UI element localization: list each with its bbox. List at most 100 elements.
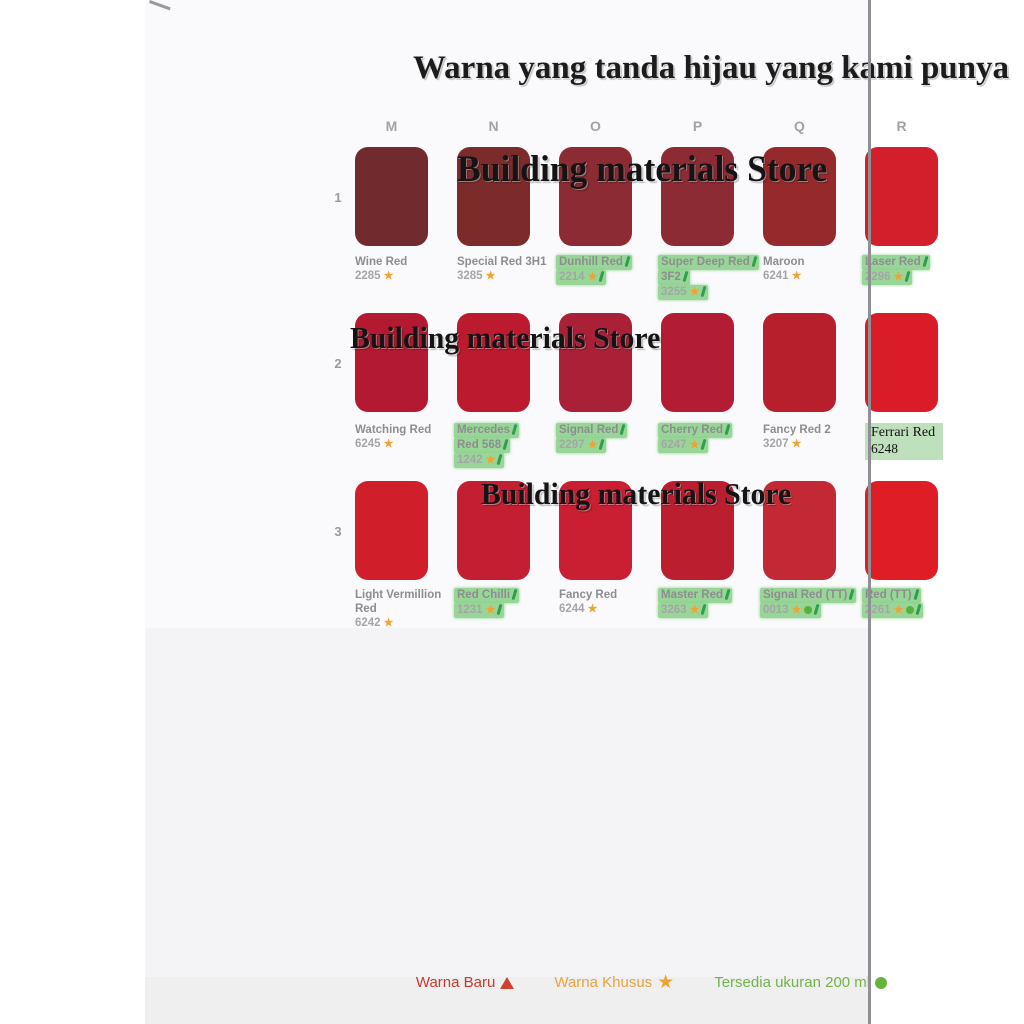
color-name: Red (TT) bbox=[862, 588, 963, 603]
color-code: 3207 ★ bbox=[763, 437, 861, 451]
watermark-text: Building materials Store bbox=[481, 476, 792, 511]
color-name-text: Laser Red bbox=[862, 255, 930, 270]
color-name-text: Wine Red bbox=[355, 256, 408, 268]
green-pen-mark-icon bbox=[511, 588, 518, 601]
swatch-label: Dunhill Red 2214 ★ bbox=[556, 255, 657, 285]
special-color-star-icon: ★ bbox=[893, 271, 904, 283]
swatch-label: Ferrari Red 6248 bbox=[865, 423, 963, 460]
color-code-text: 1231 ★ bbox=[454, 603, 505, 618]
color-code-text: 6242 ★ bbox=[355, 617, 394, 629]
color-code-text: 6247 ★ bbox=[658, 438, 709, 453]
color-code: 0013 ★ bbox=[760, 603, 861, 618]
swatch-label: Red (TT) 2261 ★ bbox=[862, 588, 963, 618]
color-code-text: 3263 ★ bbox=[658, 603, 709, 618]
color-name: Super Deep Red bbox=[658, 255, 759, 270]
color-swatch bbox=[865, 147, 938, 246]
color-swatch bbox=[355, 147, 428, 246]
color-name: Red 568 bbox=[454, 438, 555, 453]
color-swatch bbox=[763, 313, 836, 412]
color-name-text: Master Red bbox=[658, 588, 732, 603]
column-header-m: M bbox=[385, 118, 398, 134]
color-code-text: 3285 ★ bbox=[457, 270, 496, 282]
color-code: 2261 ★ bbox=[862, 603, 963, 618]
color-code: 6248 bbox=[871, 441, 898, 456]
color-swatch bbox=[457, 313, 530, 412]
color-name-text: 3F2 bbox=[658, 270, 690, 285]
color-code-text: 3207 ★ bbox=[763, 438, 802, 450]
green-pen-mark-icon bbox=[701, 285, 707, 298]
color-swatch bbox=[355, 313, 428, 412]
special-color-star-icon: ★ bbox=[689, 439, 700, 451]
special-color-star-icon: ★ bbox=[587, 271, 598, 283]
swatch-label: Wine Red 2285 ★ bbox=[355, 255, 453, 283]
color-swatch bbox=[355, 481, 428, 580]
color-name: Signal Red (TT) bbox=[760, 588, 861, 603]
column-header-p: P bbox=[692, 118, 703, 134]
color-swatch bbox=[559, 313, 632, 412]
green-pen-mark-icon bbox=[599, 270, 605, 283]
green-pen-mark-icon bbox=[502, 438, 509, 451]
color-code-text: 2285 ★ bbox=[355, 270, 394, 282]
green-pen-mark-icon bbox=[511, 423, 518, 436]
page-edge-line bbox=[868, 0, 871, 1024]
green-pen-mark-icon bbox=[619, 423, 626, 436]
row-number-3: 3 bbox=[334, 524, 342, 539]
color-code: 1242 ★ bbox=[454, 453, 555, 468]
color-code-text: 2297 ★ bbox=[556, 438, 607, 453]
row-number-2: 2 bbox=[334, 356, 342, 371]
swatch-label: Signal Red (TT) 0013 ★ bbox=[760, 588, 861, 618]
color-name-text: Watching Red bbox=[355, 424, 432, 436]
swatch-label: Laser Red 2296 ★ bbox=[862, 255, 963, 285]
special-color-star-icon: ★ bbox=[383, 617, 394, 629]
color-code-text: 6241 ★ bbox=[763, 270, 802, 282]
color-name-text: Maroon bbox=[763, 256, 805, 268]
color-code: 2297 ★ bbox=[556, 438, 657, 453]
color-code: 2296 ★ bbox=[862, 270, 963, 285]
color-name: Red Chilli bbox=[454, 588, 555, 603]
color-name: Wine Red bbox=[355, 255, 453, 269]
color-code-text: 2261 ★ bbox=[862, 603, 924, 618]
color-swatch bbox=[763, 481, 836, 580]
green-pen-mark-icon bbox=[922, 255, 929, 268]
page-lower-tint bbox=[145, 628, 868, 977]
color-code: 3263 ★ bbox=[658, 603, 759, 618]
color-name: Cherry Red bbox=[658, 423, 759, 438]
color-name-text: Fancy Red bbox=[559, 589, 618, 601]
color-code-text: 1242 ★ bbox=[454, 453, 505, 468]
color-code: 6241 ★ bbox=[763, 269, 861, 283]
color-swatch bbox=[661, 313, 734, 412]
color-name: 3F2 bbox=[658, 270, 759, 285]
legend-item-triangle: Warna Baru bbox=[416, 974, 515, 991]
color-code: 6245 ★ bbox=[355, 437, 453, 451]
color-swatch bbox=[661, 147, 734, 246]
available-200ml-dot-icon bbox=[906, 606, 915, 614]
color-name-text: Special Red 3H1 bbox=[457, 256, 547, 268]
swatch-label: Red Chilli 1231 ★ bbox=[454, 588, 555, 618]
green-pen-mark-icon bbox=[916, 603, 922, 616]
column-header-r: R bbox=[896, 118, 907, 134]
special-color-star-icon: ★ bbox=[689, 286, 700, 298]
green-pen-mark-icon bbox=[701, 603, 707, 616]
color-name: Signal Red bbox=[556, 423, 657, 438]
swatch-label: Maroon 6241 ★ bbox=[763, 255, 861, 283]
color-name: Master Red bbox=[658, 588, 759, 603]
color-code: 2214 ★ bbox=[556, 270, 657, 285]
color-name-text: Red bbox=[355, 603, 377, 615]
color-name-text: Red 568 bbox=[454, 438, 511, 453]
available-200ml-dot-icon bbox=[804, 606, 813, 614]
watermark-text: Building materials Store bbox=[350, 320, 661, 355]
legend-item-dot: Tersedia ukuran 200 ml bbox=[714, 974, 888, 991]
green-pen-mark-icon bbox=[497, 603, 503, 616]
special-color-star-icon: ★ bbox=[587, 439, 598, 451]
color-code: 6247 ★ bbox=[658, 438, 759, 453]
green-pen-mark-icon bbox=[905, 270, 911, 283]
special-color-star-icon: ★ bbox=[791, 438, 802, 450]
color-name: Red bbox=[355, 602, 453, 616]
swatch-label: Mercedes Red 568 1242 ★ bbox=[454, 423, 555, 468]
color-code: 1231 ★ bbox=[454, 603, 555, 618]
column-header-q: Q bbox=[794, 118, 805, 134]
green-pen-mark-icon bbox=[848, 588, 855, 601]
color-code-text: 3255 ★ bbox=[658, 285, 709, 300]
color-name: Laser Red bbox=[862, 255, 963, 270]
legend-label: Warna Khusus bbox=[554, 974, 653, 991]
